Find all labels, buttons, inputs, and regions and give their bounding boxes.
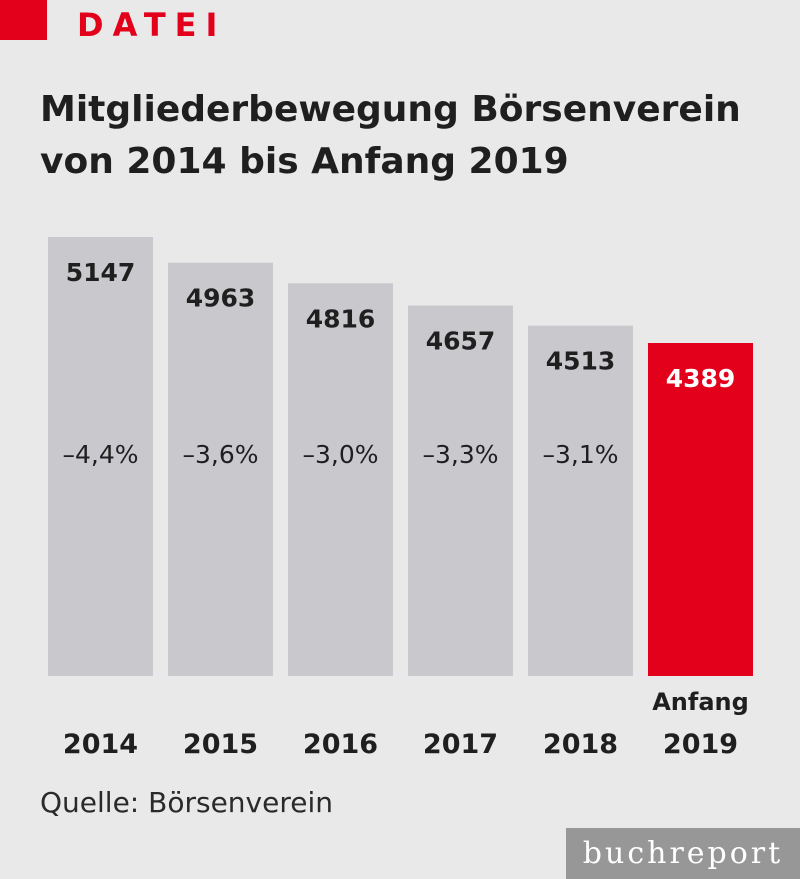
chart-title: Mitgliederbewegung Börsenverein von 2014… bbox=[40, 89, 741, 182]
bar-1 bbox=[168, 262, 273, 676]
change-label-4: –3,1% bbox=[542, 440, 618, 469]
red-accent-square bbox=[0, 0, 47, 40]
x-tick-label-5: Anfang 2019 bbox=[652, 688, 749, 760]
bar-0 bbox=[48, 237, 153, 676]
x-tick-label-3: 2017 bbox=[423, 729, 498, 760]
value-label-4: 4513 bbox=[546, 347, 616, 376]
x-tick-label-0: 2014 bbox=[63, 729, 138, 760]
brand-logo: buchreport bbox=[566, 828, 800, 879]
kicker-label: DATEI bbox=[77, 6, 227, 44]
bar-chart: 5147 –4,4% 2014 4963 –3,6% 2015 4816 –3,0% 2016 4… bbox=[48, 237, 753, 760]
x-tick-label-4: 2018 bbox=[543, 729, 618, 760]
change-label-1: –3,6% bbox=[182, 440, 258, 469]
x-tick-label-2: 2016 bbox=[303, 729, 378, 760]
change-label-0: –4,4% bbox=[62, 440, 138, 469]
change-label-3: –3,3% bbox=[422, 440, 498, 469]
bar-5 bbox=[648, 343, 753, 676]
bar-4 bbox=[528, 325, 633, 676]
value-label-1: 4963 bbox=[186, 284, 256, 313]
value-label-5: 4389 bbox=[666, 364, 736, 393]
bar-3 bbox=[408, 305, 513, 676]
x-tick-label-1: 2015 bbox=[183, 729, 258, 760]
source-note: Quelle: Börsenverein bbox=[40, 786, 333, 819]
value-label-2: 4816 bbox=[306, 304, 376, 333]
value-label-3: 4657 bbox=[426, 327, 496, 356]
value-label-0: 5147 bbox=[66, 258, 136, 287]
bar-2 bbox=[288, 283, 393, 676]
change-label-2: –3,0% bbox=[302, 440, 378, 469]
